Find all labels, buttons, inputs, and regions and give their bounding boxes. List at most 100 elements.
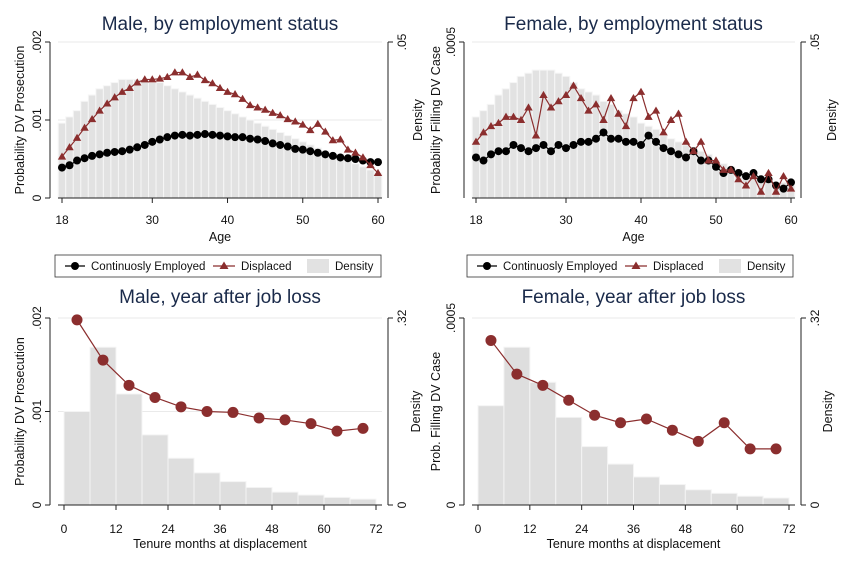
data-point [502, 147, 510, 156]
data-point [516, 115, 526, 123]
data-point [666, 424, 678, 436]
density-bar [736, 495, 764, 506]
density-bar [689, 147, 698, 199]
x-axis-label: Tenure months at displacement [133, 537, 307, 551]
data-point [102, 99, 112, 107]
data-point [238, 94, 247, 102]
data-point [487, 150, 495, 159]
data-point [313, 119, 323, 127]
y-tick-label: .0005 [444, 27, 458, 57]
y-axis-label: Probability DV Prosecution [13, 46, 27, 195]
data-point [674, 150, 683, 159]
density-bar [238, 116, 247, 199]
density-bar [681, 144, 691, 199]
legend-marker-circle [483, 262, 491, 270]
density-bar [539, 69, 548, 199]
x-tick-label: 36 [627, 522, 641, 536]
density-bar [260, 125, 270, 199]
data-point [374, 158, 382, 167]
density-bar [569, 82, 578, 199]
data-point [509, 140, 518, 149]
data-point [283, 142, 292, 151]
panel-title: Male, by employment status [102, 14, 339, 35]
y-tick-label: 0 [30, 501, 44, 508]
density-bar [170, 88, 180, 199]
data-point [589, 409, 601, 421]
density-bar [529, 381, 557, 506]
density-bar [57, 122, 67, 199]
y2-axis-label: Density [821, 390, 835, 432]
data-point [149, 391, 161, 403]
data-point [644, 131, 653, 140]
legend-label: Density [747, 261, 786, 273]
y-tick-label: .002 [30, 30, 44, 54]
data-point [185, 131, 194, 140]
data-point [275, 111, 285, 119]
density-bar [87, 94, 97, 199]
density-bar [546, 69, 556, 199]
density-bar [629, 116, 638, 199]
y2-tick-label: .32 [395, 309, 409, 326]
density-bar [297, 494, 325, 506]
data-point [148, 75, 157, 83]
density-bar [95, 88, 104, 199]
data-point [659, 144, 668, 153]
legend-marker-circle [71, 262, 79, 270]
data-point [321, 127, 330, 135]
data-point [757, 175, 765, 184]
data-point [123, 379, 135, 391]
data-point [537, 379, 549, 391]
data-point [65, 161, 74, 170]
density-bar [80, 100, 89, 199]
density-bar [328, 153, 338, 199]
density-bar [606, 103, 616, 199]
data-point [577, 137, 585, 146]
data-point [667, 147, 675, 156]
data-point [509, 112, 518, 120]
density-bar [271, 491, 299, 506]
x-tick-label: 40 [634, 213, 648, 227]
data-point [155, 135, 164, 144]
y2-tick-label: .05 [395, 33, 409, 50]
data-point [696, 137, 706, 145]
density-bar [117, 78, 127, 199]
x-tick-label: 12 [523, 522, 537, 536]
data-point [321, 150, 330, 159]
density-bar [494, 94, 503, 199]
data-point [193, 70, 202, 78]
x-tick-label: 18 [469, 213, 483, 227]
data-point [554, 140, 563, 149]
data-point [193, 130, 202, 139]
data-point [546, 103, 556, 111]
density-bar [132, 78, 142, 199]
data-point [734, 175, 743, 183]
density-bar [178, 91, 187, 199]
data-point [659, 128, 668, 136]
legend-marker-triangle [631, 261, 641, 269]
y-tick-label: 0 [30, 194, 44, 201]
x-tick-label: 48 [679, 522, 693, 536]
data-point [283, 115, 292, 123]
data-point [133, 143, 142, 152]
density-bar [516, 75, 526, 199]
data-point [511, 368, 523, 380]
data-point [692, 435, 704, 447]
data-point [223, 132, 232, 141]
data-point [719, 165, 728, 173]
density-bar [193, 472, 221, 506]
x-tick-label: 18 [55, 213, 69, 227]
data-point [712, 162, 720, 171]
legend-label: Displaced [241, 261, 292, 273]
y-axis-label: Probability Filling DV Case [429, 46, 443, 194]
data-point [592, 134, 600, 143]
density-bar [674, 141, 683, 199]
density-bar [762, 497, 790, 506]
x-axis-label: Age [622, 230, 644, 244]
data-point [175, 401, 187, 413]
data-point [779, 171, 788, 180]
data-point [569, 140, 578, 149]
data-point [744, 443, 756, 455]
data-point [532, 144, 540, 153]
data-point [253, 103, 262, 111]
x-tick-label: 40 [221, 213, 235, 227]
